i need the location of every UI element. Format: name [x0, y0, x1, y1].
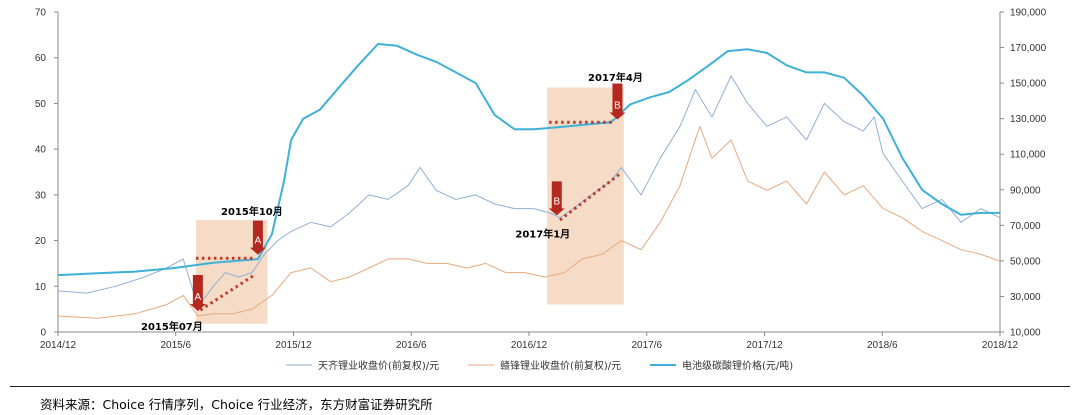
arrow-a-2015-10: A	[249, 220, 266, 255]
x-tick-label: 2014/12	[40, 340, 77, 351]
legend-label-2: 赣锋锂业收盘价(前复权)/元	[500, 359, 621, 372]
arrow-b-2017-01-shape	[548, 181, 565, 216]
trend-dotted-b-rising	[559, 173, 621, 222]
annotation-label-2017-04: 2017年4月	[588, 71, 643, 84]
y-right-tick-label: 90,000	[1010, 185, 1041, 196]
x-tick-label: 2018/6	[867, 340, 898, 351]
y-right-tick-label: 10,000	[1010, 328, 1041, 339]
source-note: 资料来源：Choice 行情序列，Choice 行业经济，东方财富证券研究所	[40, 397, 433, 412]
price-chart: 0 10 20 30 40 50 60 70 10,000 30,000 50,000 70,000 9…	[35, 8, 1047, 373]
y-left-tick-label: 30	[35, 190, 47, 201]
y-right-tick-label: 150,000	[1010, 79, 1047, 90]
y-right-tick-label: 170,000	[1010, 43, 1047, 54]
trend-dotted-a-rising	[199, 273, 256, 312]
y-left-tick-label: 20	[35, 236, 47, 247]
arrow-a-2015-07-shape	[189, 274, 206, 311]
x-tick-label: 2017/12	[746, 340, 783, 351]
annotation-label-2015-10: 2015年10月	[221, 205, 283, 218]
y-right-tick-label: 130,000	[1010, 114, 1047, 125]
y-right-tick-label: 30,000	[1010, 292, 1041, 303]
y-right-tick-label: 190,000	[1010, 8, 1047, 19]
x-tick-label: 2017/6	[631, 340, 662, 351]
annotation-overlays: A 2015年10月 A 2015年07月 B 2017年4月 B 2017年1月	[141, 71, 643, 333]
annotation-label-2017-01: 2017年1月	[515, 228, 570, 241]
arrow-b-2017-01-letter: B	[553, 196, 560, 207]
y-right-tick-label: 110,000	[1010, 150, 1046, 161]
y-left-tick-label: 0	[40, 328, 46, 339]
arrow-b-2017-04-letter: B	[614, 101, 621, 112]
y-left-tick-label: 50	[35, 99, 47, 110]
arrow-b-2017-04-shape	[609, 83, 626, 120]
series-line-1	[57, 75, 1001, 308]
x-tick-label: 2016/6	[396, 340, 427, 351]
x-tick-label: 2015/6	[160, 340, 191, 351]
arrow-a-2015-07-letter: A	[195, 292, 202, 303]
y-left-tick-label: 10	[35, 282, 47, 293]
y-right-tick-label: 50,000	[1010, 256, 1041, 267]
x-tick-label: 2016/12	[511, 340, 548, 351]
arrow-a-2015-10-letter: A	[255, 236, 262, 247]
x-tick-label: 2018/12	[982, 340, 1019, 351]
series-lines	[57, 43, 1001, 319]
x-tick-label: 2015/12	[275, 340, 312, 351]
y-left-tick-label: 60	[35, 53, 47, 64]
series-line-2	[57, 125, 1001, 319]
arrow-b-2017-01: B	[548, 181, 565, 216]
arrow-b-2017-04: B	[609, 83, 626, 120]
chart-axes: 0 10 20 30 40 50 60 70 10,000 30,000 50,000 70,000 9…	[35, 8, 1047, 352]
legend-label-3: 电池级碳酸锂价格(元/吨)	[682, 359, 793, 372]
arrow-a-2015-10-shape	[249, 220, 266, 255]
chart-legend: 天齐锂业收盘价(前复权)/元 赣锋锂业收盘价(前复权)/元 电池级碳酸锂价格(元/吨…	[286, 359, 793, 372]
y-left-tick-label: 70	[35, 8, 47, 19]
y-left-tick-label: 40	[35, 145, 47, 156]
source-divider	[10, 386, 1070, 387]
series-line-3	[57, 43, 1000, 277]
annotation-label-2015-07: 2015年07月	[141, 320, 203, 333]
y-right-tick-label: 70,000	[1010, 221, 1041, 232]
legend-label-1: 天齐锂业收盘价(前复权)/元	[318, 359, 439, 372]
arrow-a-2015-07: A	[189, 274, 206, 311]
